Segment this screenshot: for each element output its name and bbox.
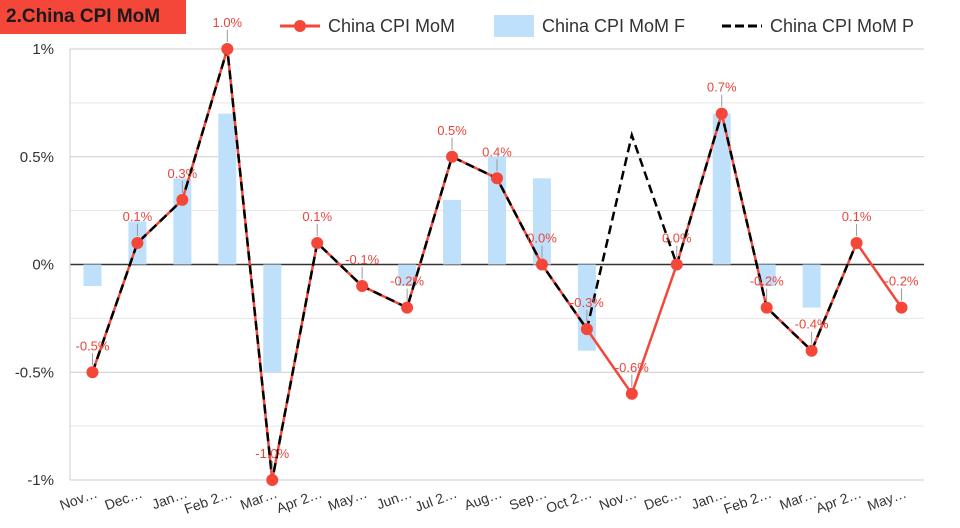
- data-label: -0.2%: [885, 274, 919, 289]
- x-tick-label: May…: [326, 485, 369, 514]
- legend: China CPI MoM China CPI MoM F China CPI …: [0, 8, 960, 44]
- x-tick-label: Apr 2…: [274, 485, 324, 516]
- data-label: 0.7%: [707, 80, 737, 95]
- data-label: 0.1%: [302, 209, 332, 224]
- marker: [805, 344, 818, 357]
- bar: [218, 113, 237, 265]
- x-tick-label: Nov…: [57, 485, 99, 513]
- marker: [715, 107, 728, 120]
- data-label: -0.5%: [75, 338, 109, 353]
- x-tick-label: Dec…: [102, 485, 144, 513]
- data-label: -0.2%: [390, 274, 424, 289]
- legend-swatch-bar: [494, 15, 534, 37]
- bar: [398, 264, 417, 287]
- legend-label-cpi-mom: China CPI MoM: [328, 15, 456, 36]
- marker: [895, 301, 908, 314]
- legend-swatch-line-markers: [280, 20, 320, 32]
- x-tick-label: Aug…: [462, 485, 504, 513]
- marker: [625, 387, 638, 400]
- data-label: 0.3%: [168, 166, 198, 181]
- bar: [802, 264, 821, 308]
- marker: [131, 236, 144, 249]
- y-tick-label: 0%: [32, 257, 54, 274]
- legend-swatch-dashed-line: [722, 24, 762, 28]
- marker: [311, 236, 324, 249]
- bar: [263, 264, 282, 373]
- data-label: -1.0%: [255, 446, 289, 461]
- y-tick-label: 0.5%: [20, 149, 54, 166]
- x-tick-label: Mar…: [777, 485, 818, 513]
- marker: [535, 258, 548, 271]
- bar: [532, 178, 551, 265]
- x-tick-label: Nov…: [597, 485, 639, 513]
- data-label: -0.1%: [345, 252, 379, 267]
- data-label: -0.6%: [615, 360, 649, 375]
- x-tick-label: Sep…: [507, 485, 549, 513]
- data-label: 0.5%: [437, 123, 467, 138]
- x-tick-label: Apr 2…: [814, 485, 864, 516]
- x-tick-label: Jun…: [374, 485, 414, 513]
- data-label: 0.4%: [482, 144, 512, 159]
- bar: [488, 156, 506, 265]
- legend-label-cpi-mom-f: China CPI MoM F: [542, 15, 686, 36]
- x-tick-label: Mar…: [238, 485, 279, 513]
- y-tick-label: -1%: [27, 472, 54, 489]
- marker: [221, 43, 234, 55]
- data-label: -0.3%: [570, 295, 604, 310]
- legend-label-cpi-mom-p: China CPI MoM P: [770, 15, 915, 36]
- legend-item-cpi-mom: China CPI MoM: [280, 8, 455, 44]
- marker: [266, 474, 279, 486]
- marker: [580, 323, 593, 336]
- y-tick-label: -0.5%: [15, 364, 54, 381]
- data-label: 1.0%: [212, 15, 242, 30]
- series-line-cpi-mom-p: [91, 48, 858, 481]
- marker: [760, 301, 773, 314]
- x-tick-label: Oct 2…: [544, 485, 594, 516]
- data-label: 0.0%: [527, 231, 557, 246]
- data-label: -0.4%: [795, 317, 829, 332]
- bar: [443, 199, 462, 265]
- x-tick-label: May…: [865, 485, 908, 514]
- data-label: 0.1%: [123, 209, 153, 224]
- data-label: -0.2%: [750, 274, 784, 289]
- marker: [446, 150, 459, 163]
- data-label: 0.0%: [662, 231, 692, 246]
- x-tick-label: Feb 2…: [721, 485, 773, 517]
- marker: [176, 193, 189, 206]
- marker: [356, 280, 369, 293]
- bar: [83, 264, 102, 287]
- data-label: 0.1%: [842, 209, 872, 224]
- marker: [850, 236, 863, 249]
- bar: [712, 113, 731, 265]
- bar: [757, 264, 776, 287]
- x-tick-label: Feb 2…: [182, 485, 234, 517]
- marker: [86, 366, 99, 379]
- legend-item-cpi-mom-p: China CPI MoM P: [722, 8, 914, 44]
- x-tick-label: Dec…: [642, 485, 684, 513]
- x-tick-label: Jul 2…: [413, 485, 459, 515]
- legend-item-cpi-mom-f: China CPI MoM F: [494, 8, 685, 44]
- y-tick-label: 1%: [32, 41, 54, 58]
- marker: [491, 172, 503, 185]
- chart-title: 2.China CPI MoM: [0, 0, 186, 34]
- marker: [670, 258, 683, 271]
- marker: [401, 301, 414, 314]
